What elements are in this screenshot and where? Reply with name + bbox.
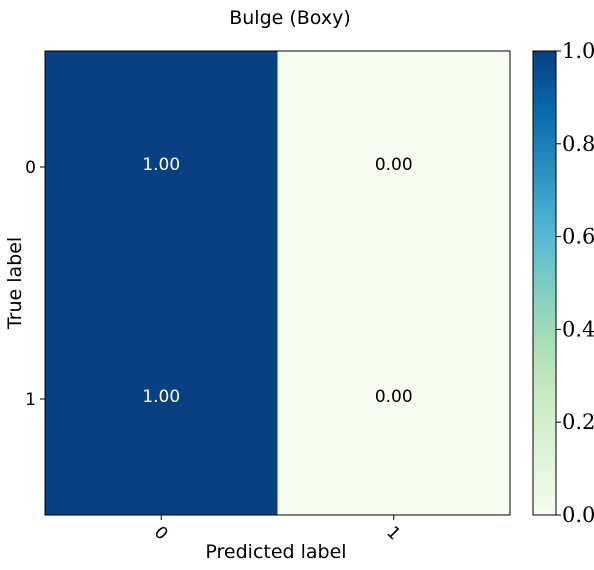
colorbar-ticks: 0.0 0.2 0.4 0.6 0.8 1.0 <box>556 39 594 527</box>
chart-title: Bulge (Boxy) <box>229 7 351 29</box>
cell-value-label: 1.00 <box>142 387 180 407</box>
heatmap-cell <box>45 283 278 515</box>
y-ticks: 01 <box>25 158 45 410</box>
x-tick-label: 1 <box>382 523 404 545</box>
colorbar-tick-label: 1.0 <box>562 39 594 63</box>
colorbar-tick-label: 0.6 <box>562 225 594 249</box>
cell-value-label: 1.00 <box>142 155 180 175</box>
y-axis-label: True label <box>4 237 26 330</box>
heatmap-cells: 1.00 0.00 1.00 0.00 <box>45 51 510 515</box>
x-axis-label: Predicted label <box>205 541 346 563</box>
colorbar <box>532 50 557 516</box>
cell-value-label: 0.00 <box>375 387 413 407</box>
heatmap-cell <box>277 283 510 515</box>
y-tick-label: 0 <box>25 158 36 178</box>
colorbar-tick-label: 0.0 <box>562 503 594 527</box>
heatmap-cell <box>45 51 278 283</box>
colorbar-tick-label: 0.2 <box>562 410 594 434</box>
y-tick-label: 1 <box>25 390 36 410</box>
x-tick-label: 0 <box>150 523 172 545</box>
heatmap-cell <box>277 51 510 283</box>
colorbar-tick-label: 0.4 <box>562 317 594 341</box>
colorbar-tick-label: 0.8 <box>562 132 594 156</box>
plot-frame <box>44 50 511 516</box>
cell-value-label: 0.00 <box>375 155 413 175</box>
